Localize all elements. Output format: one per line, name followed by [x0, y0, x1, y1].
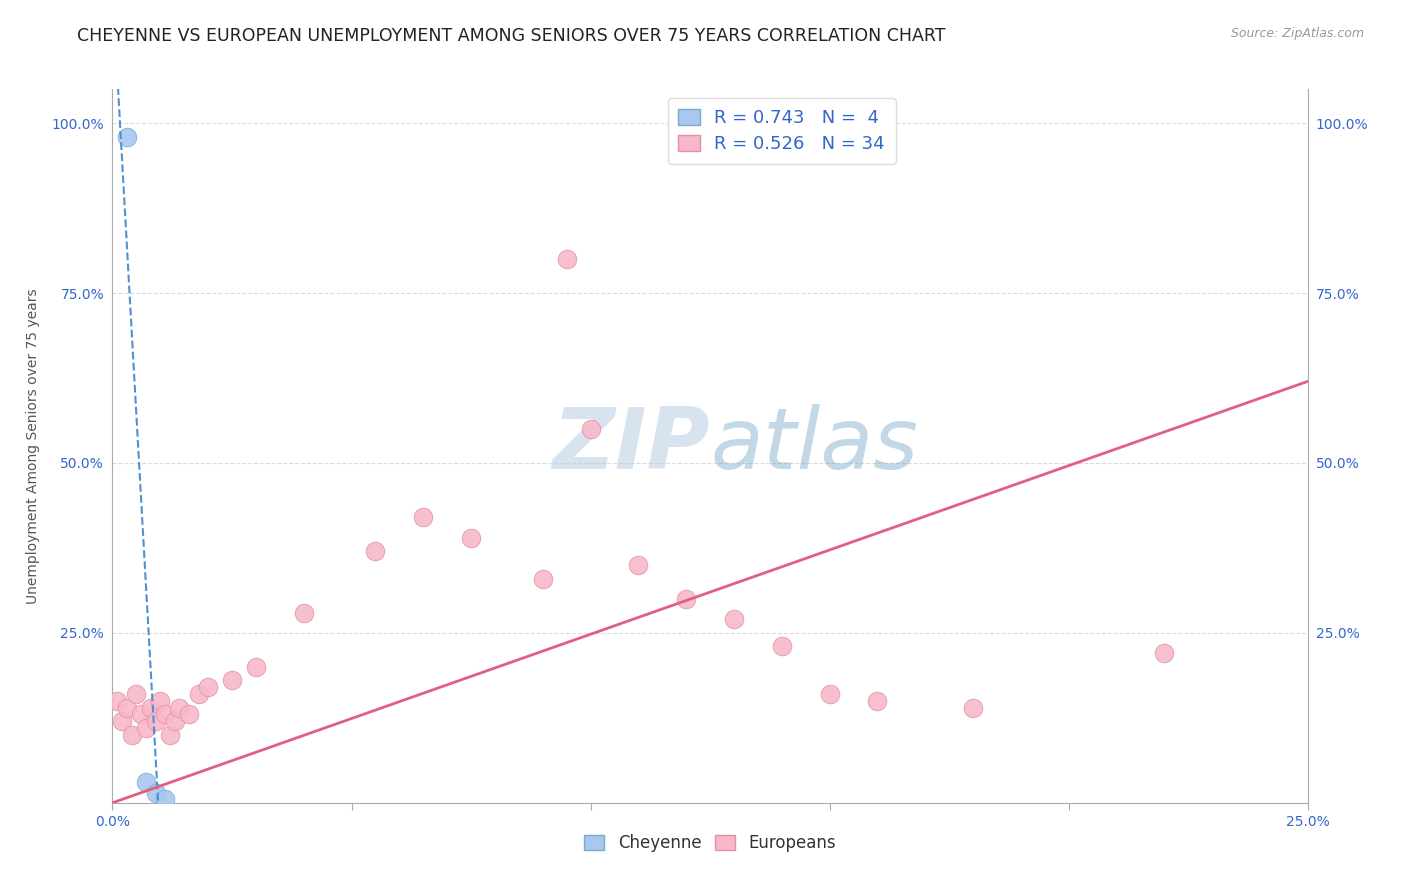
Text: ZIP: ZIP	[553, 404, 710, 488]
Point	[292, 606, 315, 620]
Point	[187, 687, 209, 701]
Point	[115, 700, 138, 714]
Point	[723, 612, 745, 626]
Point	[105, 694, 128, 708]
Point	[412, 510, 434, 524]
Point	[555, 252, 578, 266]
Point	[135, 775, 157, 789]
Point	[197, 680, 219, 694]
Point	[169, 700, 191, 714]
Text: atlas: atlas	[710, 404, 918, 488]
Point	[579, 422, 602, 436]
Point	[129, 707, 152, 722]
Point	[245, 660, 267, 674]
Point	[121, 728, 143, 742]
Point	[818, 687, 841, 701]
Legend: Cheyenne, Europeans: Cheyenne, Europeans	[578, 828, 842, 859]
Point	[145, 786, 167, 800]
Point	[125, 687, 148, 701]
Point	[177, 707, 200, 722]
Point	[221, 673, 243, 688]
Point	[770, 640, 793, 654]
Text: Source: ZipAtlas.com: Source: ZipAtlas.com	[1230, 27, 1364, 40]
Point	[159, 728, 181, 742]
Point	[163, 714, 186, 729]
Point	[627, 558, 650, 572]
Y-axis label: Unemployment Among Seniors over 75 years: Unemployment Among Seniors over 75 years	[27, 288, 41, 604]
Point	[1153, 646, 1175, 660]
Point	[139, 700, 162, 714]
Point	[364, 544, 387, 558]
Text: CHEYENNE VS EUROPEAN UNEMPLOYMENT AMONG SENIORS OVER 75 YEARS CORRELATION CHART: CHEYENNE VS EUROPEAN UNEMPLOYMENT AMONG …	[77, 27, 946, 45]
Point	[531, 572, 554, 586]
Point	[145, 714, 167, 729]
Point	[153, 792, 176, 806]
Point	[962, 700, 984, 714]
Point	[460, 531, 482, 545]
Point	[153, 707, 176, 722]
Point	[135, 721, 157, 735]
Point	[866, 694, 889, 708]
Point	[111, 714, 134, 729]
Point	[149, 694, 172, 708]
Point	[675, 591, 697, 606]
Point	[115, 129, 138, 144]
